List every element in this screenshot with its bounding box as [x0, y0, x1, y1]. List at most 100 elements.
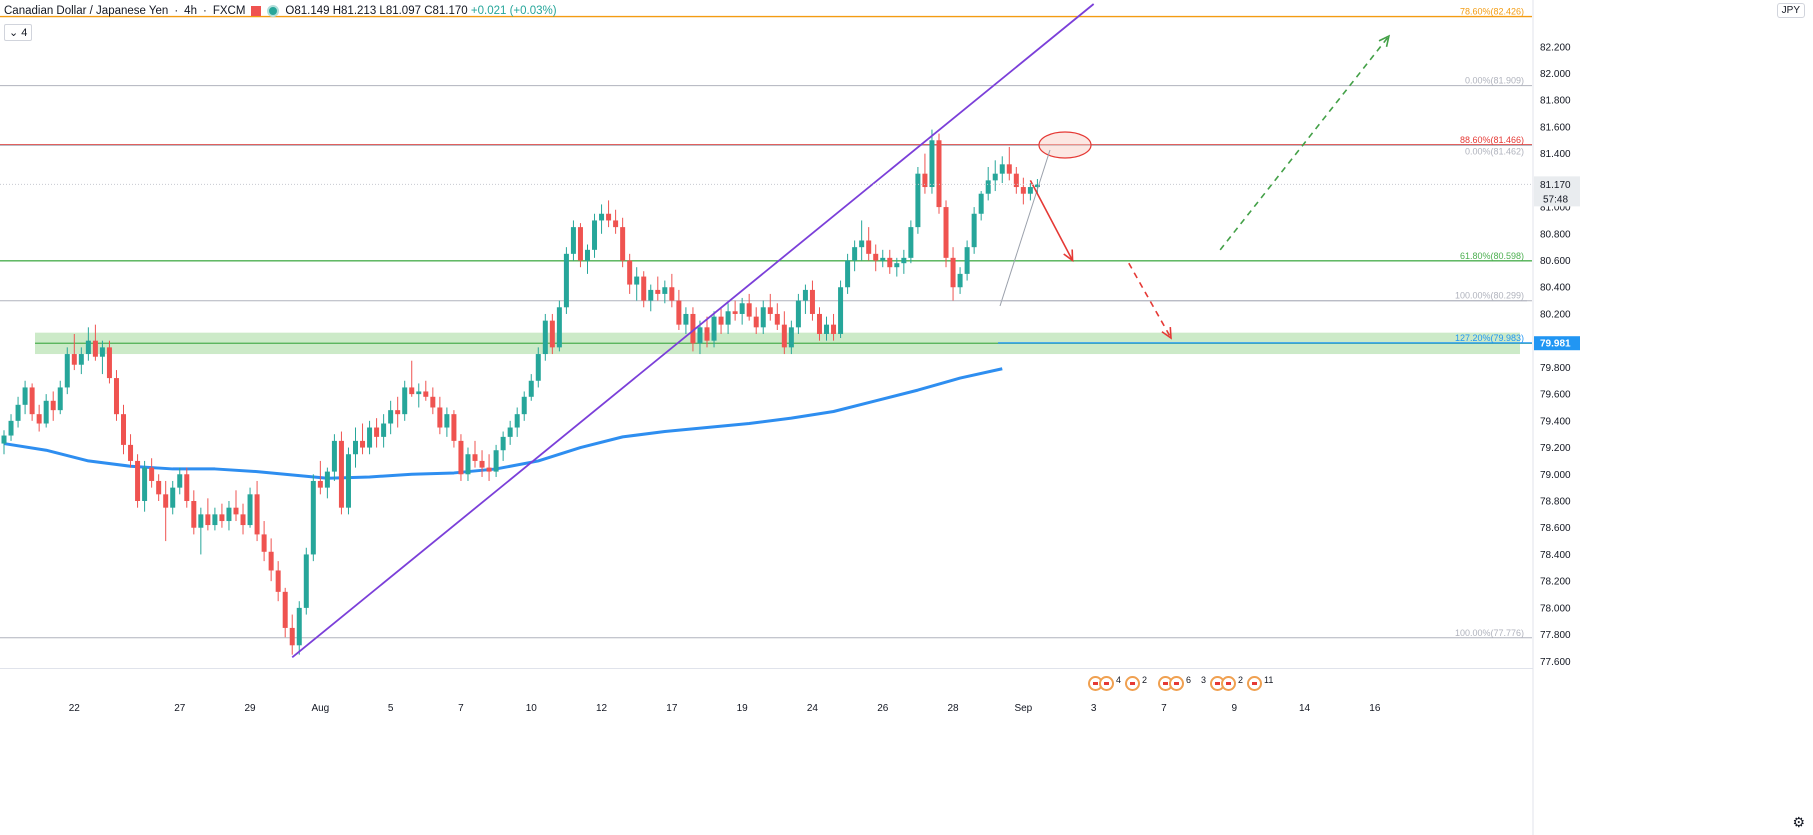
candle-body [992, 173, 998, 181]
candle [451, 410, 457, 448]
economic-event-icon[interactable] [1125, 676, 1141, 691]
currency-badge[interactable]: JPY [1776, 3, 1805, 18]
time-tick-label: 22 [69, 703, 81, 714]
candle [634, 267, 640, 301]
eye-icon[interactable] [267, 5, 280, 17]
down-arrow [1029, 179, 1074, 263]
price-tick-label: 81.000 [1540, 203, 1571, 214]
economic-event-icon[interactable] [1247, 676, 1263, 691]
candle [809, 280, 815, 321]
flag-icon[interactable] [251, 6, 262, 16]
candle-body [353, 440, 358, 455]
price-tick-label: 82.000 [1540, 69, 1571, 80]
indicator-toggle[interactable]: ⌄ 4 [4, 24, 33, 41]
candle [170, 480, 176, 515]
time-tick-label: 14 [1299, 703, 1311, 714]
events-group-1[interactable]: 4 2 [1088, 675, 1151, 691]
time-tick-label: Aug [311, 703, 329, 714]
candle [1, 430, 7, 455]
candle-body [845, 260, 851, 288]
interval-label[interactable]: 4h [184, 5, 197, 17]
candle-body [767, 307, 773, 314]
indicator-count: 4 [21, 27, 28, 39]
candle-body [901, 257, 907, 264]
candle-body [634, 276, 640, 285]
candle-body [240, 514, 246, 526]
time-tick-label: 26 [877, 703, 889, 714]
candle [577, 223, 583, 268]
candle [549, 313, 555, 355]
ohlc-values: O81.149 H81.213 L81.097 C81.170 +0.021 (… [285, 5, 556, 17]
candle-body [247, 494, 253, 526]
candle-body [402, 387, 408, 415]
candle-body [43, 400, 49, 424]
candle [676, 289, 682, 330]
candle [725, 303, 731, 334]
candle [113, 370, 119, 421]
candle-body [1020, 187, 1026, 194]
candle [760, 300, 766, 334]
candle [64, 347, 70, 395]
candle [971, 207, 977, 254]
candle [395, 396, 401, 428]
settings-gear-icon[interactable]: ⚙ [1792, 814, 1805, 830]
candle [732, 300, 738, 321]
candle [43, 394, 49, 428]
candle [627, 253, 633, 294]
candle [149, 458, 155, 488]
candle-body [739, 303, 745, 314]
candle-body [282, 591, 288, 628]
candle [106, 340, 112, 384]
candle-body [936, 140, 942, 208]
candle-body [254, 494, 260, 535]
candle-body [606, 213, 612, 221]
candle-body [191, 501, 197, 528]
candle-body [360, 440, 366, 448]
candle-body [29, 387, 35, 415]
candle [584, 244, 590, 274]
candle [163, 480, 169, 542]
candle [437, 396, 443, 435]
candle [606, 200, 612, 228]
candle-body [303, 554, 309, 608]
candle [542, 313, 548, 361]
candle-body [149, 467, 155, 481]
candle-body [774, 313, 780, 325]
uptrend-line [291, 3, 1095, 659]
symbol-title[interactable]: Canadian Dollar / Japanese Yen [4, 5, 169, 17]
candle-body [760, 307, 766, 328]
candle-body [1, 435, 7, 444]
candle-body [669, 287, 675, 301]
time-tick-label: 5 [388, 703, 394, 714]
candle-body [514, 414, 520, 428]
candle [36, 404, 42, 432]
candle-body [458, 440, 464, 475]
time-tick-label: Sep [1014, 703, 1032, 714]
candle [507, 420, 513, 445]
candle [788, 320, 794, 355]
candle-body [177, 474, 183, 488]
candle [655, 276, 661, 301]
economic-event-icon[interactable] [1221, 676, 1237, 691]
moving-average-layer [3, 367, 1003, 480]
candle-body [106, 347, 112, 379]
candle [205, 498, 211, 531]
candle-body [57, 387, 63, 411]
candle [514, 407, 520, 437]
fib-level-label: 61.80%(80.598) [1460, 251, 1524, 261]
candle-body [423, 391, 429, 397]
candle [880, 249, 886, 268]
price-tick-label: 79.000 [1540, 470, 1571, 481]
event-count: 2 [1238, 674, 1244, 685]
economic-event-icon[interactable] [1099, 676, 1114, 691]
economic-event-icon[interactable] [1169, 676, 1184, 691]
time-tick-label: 12 [596, 703, 608, 714]
candle-body [367, 427, 373, 448]
price-tick-label: 77.600 [1540, 657, 1571, 668]
candle [458, 434, 464, 481]
candle [852, 240, 858, 272]
events-group-2[interactable]: 6 3 2 11 [1158, 674, 1277, 691]
candle-body [690, 313, 696, 344]
candle [8, 414, 14, 441]
